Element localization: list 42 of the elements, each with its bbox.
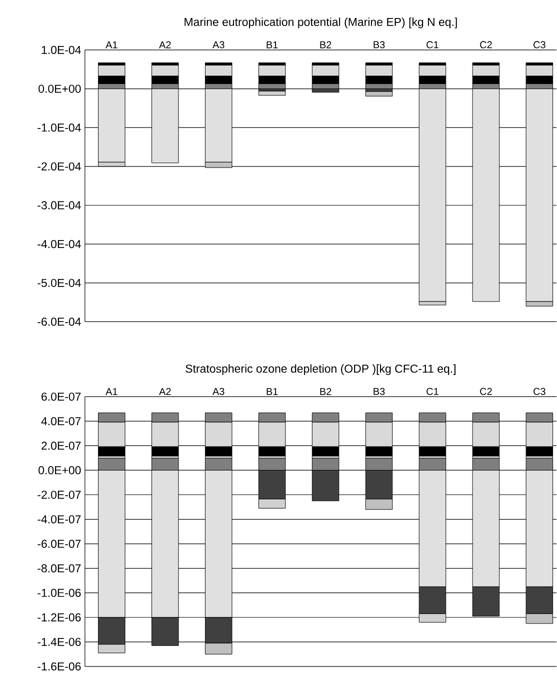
y-tick-label: -4.0E-07 — [38, 515, 81, 524]
chart-title: Stratospheric ozone depletion (ODP )[kg CFC-11 eq.] — [186, 364, 456, 375]
x-tick-label: C2 — [480, 388, 492, 395]
x-tick-label: C1 — [426, 41, 438, 48]
bar — [258, 90, 286, 96]
x-tick-label: B3 — [374, 388, 385, 395]
x-tick-label: C2 — [480, 41, 492, 48]
x-tick-label: A1 — [106, 41, 118, 48]
y-tick-label: 6.0E-07 — [42, 392, 81, 401]
y-tick-label: -5.0E-04 — [38, 278, 81, 287]
x-tick-label: B2 — [320, 388, 332, 395]
chart-title: Marine eutrophication potential (Marine EP) [kg N eq.] — [184, 18, 457, 28]
y-tick-label: -2.0E-07 — [38, 490, 81, 499]
x-tick-label: A3 — [212, 41, 224, 48]
y-tick-label: -4.0E-04 — [38, 240, 81, 248]
x-tick-label: B1 — [266, 41, 278, 48]
y-tick-label: -1.4E-06 — [38, 638, 81, 646]
y-tick-label: -8.0E-07 — [38, 564, 81, 572]
x-tick-label: A3 — [212, 388, 224, 395]
y-tick-label: 1.0E-04 — [42, 46, 81, 54]
y-tick-label: 0.0E+00 — [38, 84, 81, 93]
x-tick-label: A2 — [159, 41, 171, 48]
y-tick-label: -1.0E-06 — [38, 588, 81, 597]
y-tick-label: -2.0E-04 — [38, 162, 81, 170]
y-tick-label: 0.0E+00 — [38, 466, 81, 474]
y-tick-label: -6.0E-07 — [38, 540, 81, 548]
y-tick-label: -1.0E-04 — [38, 124, 81, 132]
x-tick-label: B2 — [320, 41, 332, 48]
x-tick-label: C3 — [534, 41, 546, 48]
x-tick-label: B3 — [374, 41, 385, 48]
x-tick-label: C3 — [534, 388, 546, 395]
x-tick-label: A2 — [159, 388, 171, 395]
y-tick-label: 4.0E-07 — [41, 417, 81, 426]
y-tick-label: -3.0E-04 — [38, 201, 81, 210]
y-tick-label: -6.0E-04 — [38, 318, 81, 326]
y-tick-label: 2.0E-07 — [42, 442, 81, 450]
x-tick-label: C1 — [426, 388, 438, 395]
y-tick-label: -1.2E-06 — [38, 613, 81, 622]
bar — [365, 91, 393, 96]
x-tick-label: A1 — [106, 388, 118, 395]
y-tick-label: -1.6E-06 — [38, 662, 81, 670]
x-tick-label: B1 — [266, 388, 278, 395]
